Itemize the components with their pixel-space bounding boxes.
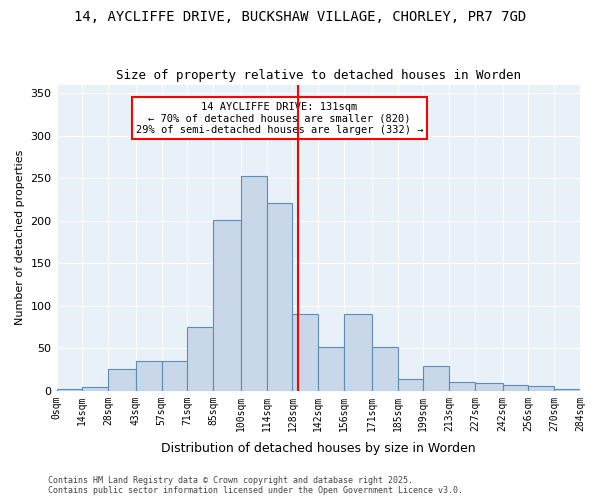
Bar xyxy=(213,220,241,391)
Bar xyxy=(292,314,318,391)
Text: 14, AYCLIFFE DRIVE, BUCKSHAW VILLAGE, CHORLEY, PR7 7GD: 14, AYCLIFFE DRIVE, BUCKSHAW VILLAGE, CH… xyxy=(74,10,526,24)
Bar xyxy=(161,361,187,391)
Bar xyxy=(372,346,398,391)
Bar xyxy=(554,389,580,391)
Bar xyxy=(56,389,82,391)
Y-axis label: Number of detached properties: Number of detached properties xyxy=(15,150,25,326)
Bar xyxy=(398,379,424,391)
Text: Contains HM Land Registry data © Crown copyright and database right 2025.
Contai: Contains HM Land Registry data © Crown c… xyxy=(48,476,463,495)
Bar xyxy=(266,203,292,391)
Bar xyxy=(344,314,372,391)
Bar xyxy=(187,327,213,391)
Bar xyxy=(241,176,266,391)
Bar xyxy=(108,368,136,391)
X-axis label: Distribution of detached houses by size in Worden: Distribution of detached houses by size … xyxy=(161,442,476,455)
Bar xyxy=(475,383,503,391)
Bar xyxy=(136,361,161,391)
Bar xyxy=(318,346,344,391)
Bar xyxy=(449,382,475,391)
Bar xyxy=(503,385,529,391)
Bar xyxy=(424,366,449,391)
Bar xyxy=(82,386,108,391)
Text: 14 AYCLIFFE DRIVE: 131sqm
← 70% of detached houses are smaller (820)
29% of semi: 14 AYCLIFFE DRIVE: 131sqm ← 70% of detac… xyxy=(136,102,424,135)
Title: Size of property relative to detached houses in Worden: Size of property relative to detached ho… xyxy=(116,69,521,82)
Bar xyxy=(529,386,554,391)
